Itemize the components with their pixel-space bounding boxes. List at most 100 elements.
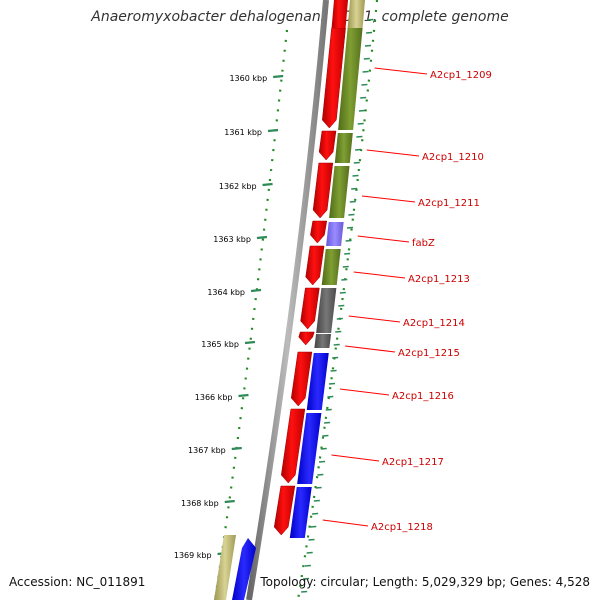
- genome-backbone: [246, 0, 329, 600]
- scale-tick-label: 1366 kbp: [195, 393, 233, 402]
- scale-tick-label: 1365 kbp: [201, 340, 239, 349]
- minor-tick-mark: [336, 317, 343, 320]
- scale-tick-mark: [262, 182, 273, 187]
- minor-tick-mark: [355, 148, 362, 151]
- gene-leader-line: [366, 149, 420, 157]
- minor-tick-mark: [363, 57, 370, 60]
- gene-feature-block: [289, 487, 312, 538]
- scale-tick-mark: [238, 393, 249, 398]
- cds-reverse-arrow: [232, 538, 256, 600]
- minor-tick-mark: [318, 460, 326, 463]
- gene-leader-line: [361, 195, 416, 203]
- minor-tick-mark: [364, 44, 372, 47]
- cds-forward-arrow: [273, 485, 296, 536]
- minor-tick-mark: [332, 356, 339, 359]
- gene-label: A2cp1_1214: [403, 318, 465, 329]
- minor-tick-mark: [322, 434, 329, 437]
- accession-text: Accession: NC_011891: [9, 575, 146, 589]
- gene-leader-line: [339, 388, 390, 396]
- minor-tick-mark: [367, 18, 374, 21]
- gene-label: A2cp1_1209: [430, 70, 492, 81]
- minor-tick-mark: [320, 447, 327, 450]
- minor-tick-mark: [361, 83, 368, 86]
- gene-feature-block: [347, 0, 365, 28]
- scale-tick-mark: [224, 499, 235, 504]
- minor-tick-mark: [315, 486, 322, 489]
- scale-layer: 1360 kbp 1361 kbp 1362 kbp 1363 kbp 1364 kbp…: [174, 18, 374, 593]
- cds-forward-arrow: [318, 130, 337, 161]
- minor-tick-mark: [330, 369, 337, 372]
- minor-tick-mark: [358, 109, 366, 112]
- inner-feature-track: [214, 0, 365, 600]
- minor-tick-mark: [348, 213, 355, 216]
- gene-feature-block: [321, 249, 341, 285]
- outer-feature-track: [273, 0, 348, 536]
- minor-tick-mark: [310, 525, 317, 528]
- minor-tick-mark: [306, 551, 313, 554]
- minor-tick-mark: [327, 395, 334, 398]
- gene-feature-block: [297, 413, 322, 484]
- scale-tick-mark: [256, 235, 268, 240]
- gene-label: A2cp1_1211: [418, 198, 480, 209]
- scale-tick-mark: [267, 128, 279, 133]
- gene-leader-line: [374, 67, 428, 75]
- map-title: Anaeromyxobacter dehalogenans 2CP-1, com…: [91, 9, 509, 25]
- cds-forward-arrow: [331, 0, 348, 28]
- minor-tick-mark: [308, 538, 315, 541]
- minor-tick-mark: [353, 161, 360, 164]
- gene-feature-block: [329, 166, 350, 218]
- gene-leader-line: [331, 454, 380, 462]
- scale-tick-label: 1367 kbp: [188, 446, 226, 455]
- scale-tick-label: 1368 kbp: [181, 499, 219, 508]
- scale-tick-mark: [244, 340, 256, 345]
- minor-tick-mark: [345, 239, 352, 242]
- gene-label: A2cp1_1215: [398, 348, 460, 359]
- scale-tick-label: 1364 kbp: [207, 288, 245, 297]
- inner-dotted-ring: [213, 29, 289, 600]
- cds-forward-arrow: [298, 331, 315, 346]
- cds-forward-arrow: [305, 245, 325, 286]
- gene-feature-block: [326, 222, 344, 246]
- minor-tick-mark: [346, 226, 354, 229]
- cds-forward-arrow: [310, 220, 328, 244]
- minor-tick-mark: [362, 70, 369, 73]
- scale-tick-mark: [231, 446, 242, 451]
- minor-tick-mark: [302, 577, 310, 580]
- gene-leader-line: [357, 235, 410, 243]
- gene-leader-line: [353, 271, 406, 279]
- minor-tick-mark: [317, 473, 324, 476]
- scale-tick-label: 1362 kbp: [219, 182, 257, 191]
- minor-tick-mark: [335, 330, 342, 333]
- gene-feature-block: [306, 353, 329, 410]
- minor-tick-mark: [366, 31, 373, 34]
- gene-leader-line: [322, 519, 369, 527]
- scale-tick-label: 1369 kbp: [174, 551, 212, 560]
- minor-tick-mark: [339, 291, 346, 294]
- minor-tick-mark: [349, 200, 356, 203]
- minor-tick-mark: [301, 590, 308, 593]
- scale-tick-label: 1361 kbp: [224, 128, 262, 137]
- minor-tick-mark: [304, 564, 311, 567]
- outer-dotted-ring: [296, 0, 379, 600]
- gene-feature-block: [314, 334, 332, 348]
- minor-tick-mark: [342, 265, 349, 268]
- minor-tick-mark: [351, 187, 358, 190]
- minor-tick-mark: [344, 252, 351, 255]
- minor-tick-mark: [352, 174, 359, 177]
- gene-label: A2cp1_1213: [408, 274, 470, 285]
- gene-label: A2cp1_1217: [382, 457, 444, 468]
- gene-label: A2cp1_1210: [422, 152, 484, 163]
- scale-tick-mark: [273, 74, 284, 79]
- gene-feature-block: [338, 28, 363, 130]
- minor-tick-mark: [313, 499, 320, 502]
- gene-label: A2cp1_1216: [392, 391, 454, 402]
- genome-summary-text: Topology: circular; Length: 5,029,329 bp…: [260, 575, 590, 589]
- minor-tick-mark: [328, 382, 336, 385]
- cds-forward-arrow: [281, 408, 306, 484]
- gene-label: A2cp1_1218: [371, 522, 433, 533]
- minor-tick-mark: [333, 343, 340, 346]
- minor-tick-mark: [341, 278, 348, 281]
- minor-tick-mark: [324, 421, 331, 424]
